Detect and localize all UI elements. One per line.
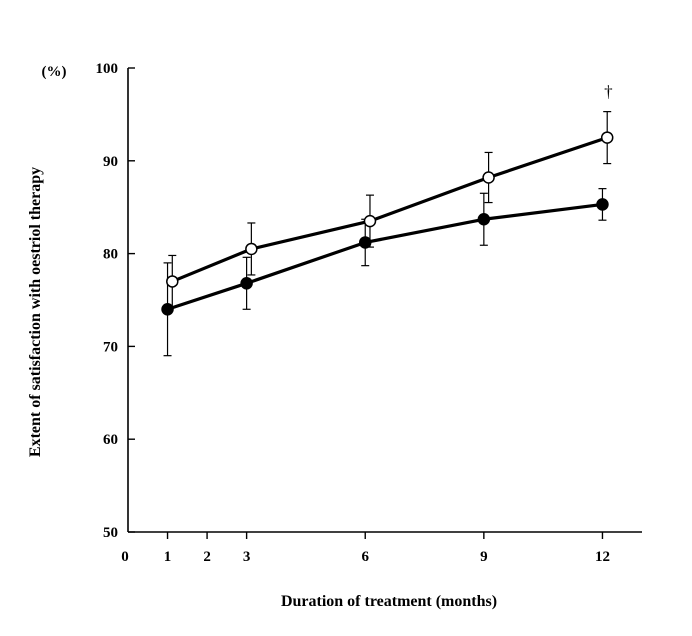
y-tick-label-70: 70 — [103, 339, 118, 355]
x-tick-label-9: 9 — [480, 549, 488, 565]
x-tick-label-3: 3 — [243, 549, 251, 565]
annotation-dagger-0: † — [604, 82, 613, 101]
marker-open-1 — [245, 242, 258, 256]
x-tick-label-0: 0 — [121, 549, 129, 565]
x-tick-label-12: 12 — [595, 549, 610, 565]
x-tick-label-2: 2 — [203, 549, 211, 565]
y-axis-title: Extent of satisfaction with oestriol the… — [27, 167, 44, 457]
x-tick-label-6: 6 — [361, 549, 369, 565]
series-line-0 — [171, 136, 608, 283]
marker-filled-0 — [161, 303, 174, 316]
marker-open-3 — [482, 171, 495, 184]
y-tick-label-80: 80 — [103, 247, 118, 263]
y-tick-label-60: 60 — [103, 432, 118, 448]
marker-filled-4 — [596, 198, 609, 211]
axes — [127, 67, 642, 539]
marker-filled-1 — [240, 277, 253, 290]
series-lines — [167, 136, 608, 311]
y-unit-label: (%) — [42, 64, 67, 80]
marker-open-4 — [600, 131, 614, 144]
x-tick-label-1: 1 — [164, 549, 172, 565]
x-axis-title: Duration of treatment (months) — [281, 593, 497, 610]
marker-open-2 — [363, 214, 377, 228]
error-bars — [163, 111, 612, 357]
marker-filled-2 — [358, 236, 372, 249]
y-tick-label-100: 100 — [96, 61, 119, 77]
data-markers — [161, 131, 614, 316]
marker-open-0 — [166, 275, 179, 288]
marker-filled-3 — [477, 213, 491, 226]
y-tick-label-90: 90 — [103, 154, 118, 170]
y-tick-label-50: 50 — [103, 525, 118, 541]
